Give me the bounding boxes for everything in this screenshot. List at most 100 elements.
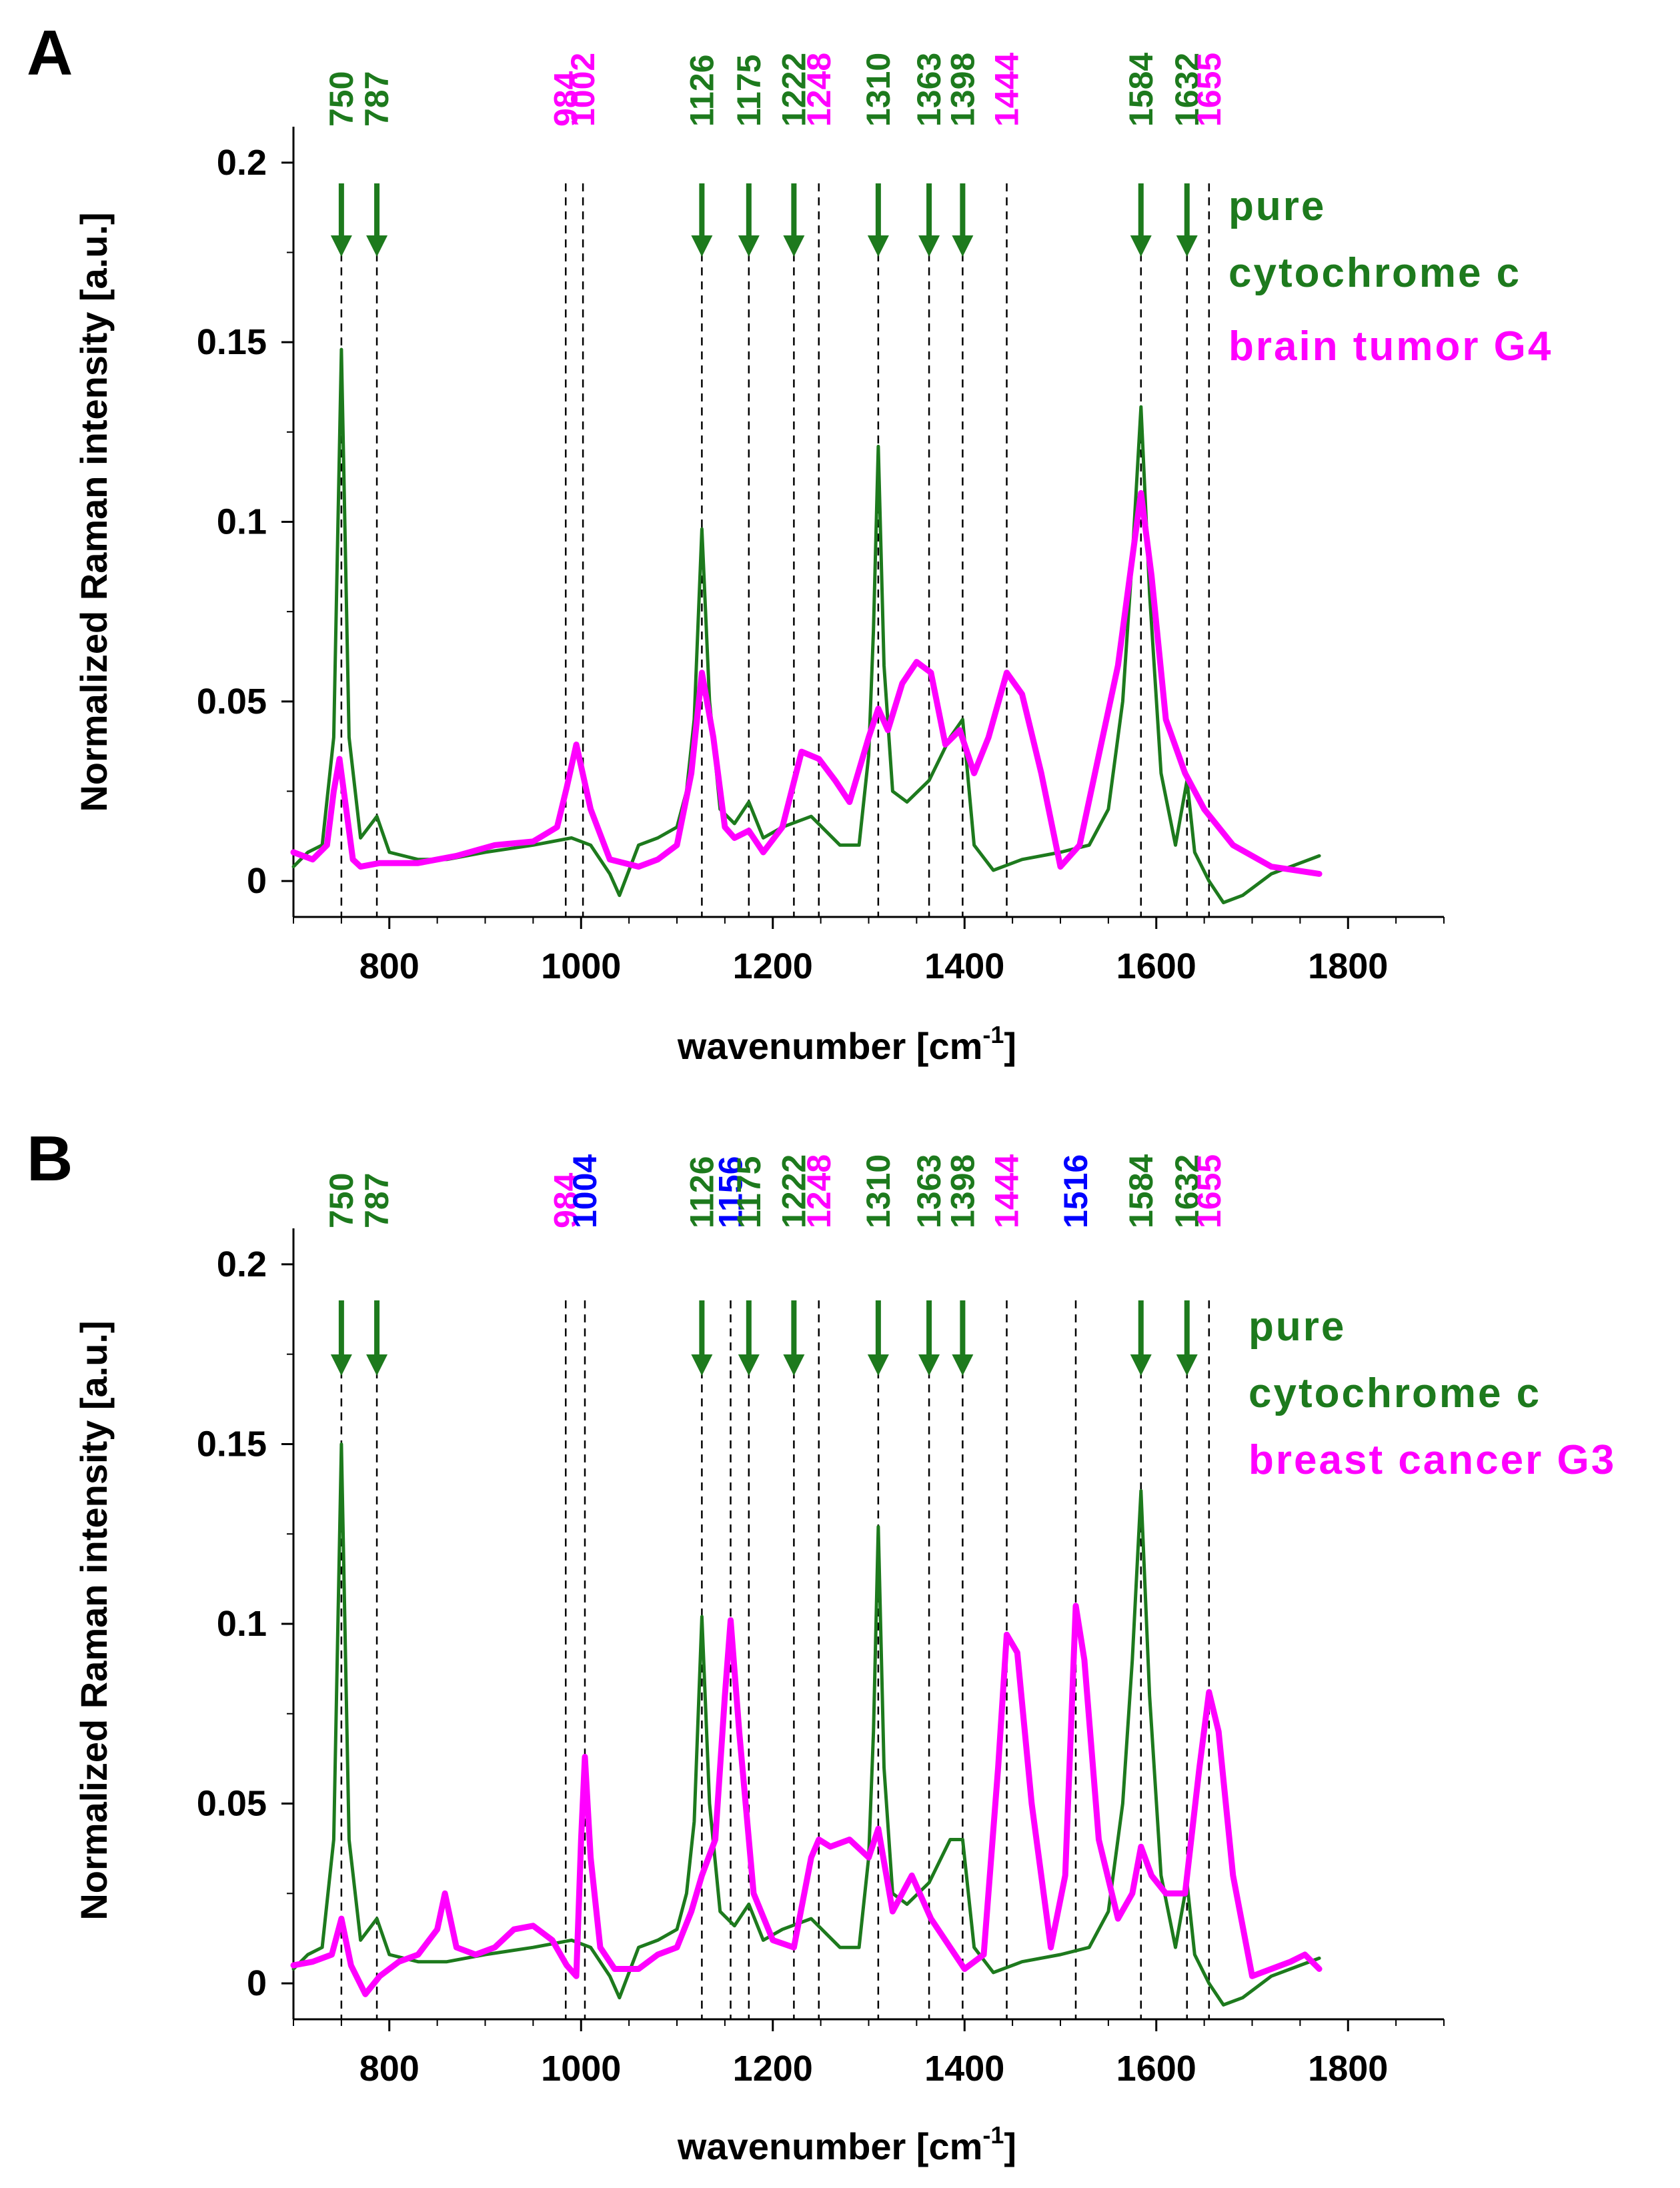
y-tick-label: 0.2 [217,143,267,183]
legend: pure cytochrome c breast cancer G3 [1248,1304,1616,1483]
peak-arrow-head [1176,1354,1198,1376]
x-tick-label: 1000 [541,946,621,986]
peak-label: 1363 [910,53,948,127]
peak-arrow-head [867,235,889,257]
peak-arrow-head [867,1354,889,1376]
peak-label: 1310 [860,53,897,127]
y-tick-label: 0.05 [197,1784,267,1824]
spectrum-tissue [290,489,1323,877]
x-axis-title-end: ] [1004,2125,1016,2167]
peak-label: 1126 [683,1156,720,1228]
peak-arrow-head [952,235,974,257]
peak-label: 1655 [1190,53,1228,127]
peak-label: 787 [358,71,395,127]
peak-label: 1444 [988,1154,1026,1228]
peak-arrow-head [366,1354,388,1376]
peak-label: 1126 [683,55,720,127]
y-tick-label: 0.1 [217,1604,267,1644]
plot-area: 0 0.05 0.1 0.15 0.2 800 1000 1200 1400 1600 1800 75… [197,53,1445,986]
peak-label: 984 [547,1172,584,1228]
peak-label: 1248 [800,1154,838,1228]
panel-letter: A [27,17,73,89]
peak-arrow-head [952,1354,974,1376]
peak-arrow-head [1176,235,1198,257]
peak-label: 1248 [800,53,838,127]
peak-arrow-head [691,1354,713,1376]
x-tick-label: 1400 [924,946,1004,986]
peak-label: 1175 [730,55,768,127]
legend-line-3: breast cancer G3 [1248,1437,1616,1483]
x-axis-title-text: wavenumber [cm [677,2125,983,2167]
peak-label: 984 [547,71,584,127]
peak-label: 1516 [1057,1154,1094,1228]
peak-arrow-head [783,1354,805,1376]
y-axis-title: Normalized Raman intensity [a.u.] [73,1320,115,1920]
legend-line-3: brain tumor G4 [1228,323,1553,369]
peak-arrow-head [783,235,805,257]
spectrum-tissue [290,1602,1323,1997]
peak-label: 1584 [1122,53,1160,127]
peak-arrow-head [738,1354,760,1376]
x-tick-label: 1200 [733,946,813,986]
peak-label: 1004 [566,1154,604,1228]
peak-label: 1398 [944,53,981,127]
x-tick-label: 800 [359,2049,419,2089]
legend-line-2: cytochrome c [1228,250,1521,296]
peak-label: 1222 [775,1154,812,1228]
spectrum-cytochrome-c [291,347,1321,904]
x-tick-label: 1800 [1308,2049,1388,2089]
x-tick-label: 1800 [1308,946,1388,986]
peak-label: 1175 [730,1156,768,1228]
x-axis-title-superscript: -1 [982,1021,1004,1048]
peak-label: 750 [323,71,360,127]
peak-label: 787 [358,1173,395,1228]
x-axis-title: wavenumber [cm-1] [677,2121,1016,2167]
x-tick-label: 1600 [1116,2049,1196,2089]
x-axis-title: wavenumber [cm-1] [677,1021,1016,1067]
peak-arrow-head [918,235,940,257]
peak-label: 1222 [775,53,812,127]
peak-arrow-head [1130,235,1152,257]
y-tick-label: 0.15 [197,1424,267,1464]
y-tick-label: 0.1 [217,502,267,542]
peak-label: 1002 [564,53,602,127]
legend: pure cytochrome c brain tumor G4 [1228,183,1553,369]
x-tick-label: 1400 [924,2049,1004,2089]
peak-label: 750 [323,1173,360,1228]
peak-arrow-head [691,235,713,257]
peak-arrow-head [738,235,760,257]
peak-label: 1632 [1168,53,1206,127]
peak-label: 1363 [910,1154,948,1228]
legend-line-1: pure [1248,1304,1346,1350]
y-tick-label: 0.15 [197,322,267,362]
y-tick-label: 0.2 [217,1244,267,1284]
y-axis-title: Normalized Raman intensity [a.u.] [73,212,115,812]
y-tick-label: 0 [247,1963,267,2003]
x-tick-label: 1600 [1116,946,1196,986]
y-tick-label: 0 [247,861,267,901]
peak-label: 1584 [1122,1154,1160,1228]
plot-area: 0 0.05 0.1 0.15 0.2 800 1000 1200 1400 1600 1800 75… [197,1154,1445,2089]
x-tick-label: 1000 [541,2049,621,2089]
panel-a: A 0 0.05 0.1 0.15 0.2 800 1000 1200 1400 1600 1800… [27,17,1553,1067]
x-tick-label: 1200 [733,2049,813,2089]
legend-line-2: cytochrome c [1248,1370,1541,1416]
peak-arrow-head [330,1354,352,1376]
peak-arrow-head [366,235,388,257]
peak-arrow-head [330,235,352,257]
peak-label: 1655 [1190,1154,1228,1228]
x-axis-title-text: wavenumber [cm [677,1025,983,1067]
peak-label: 1398 [944,1154,981,1228]
peak-arrow-head [1130,1354,1152,1376]
x-axis-title-superscript: -1 [982,2121,1004,2149]
spectrum-cytochrome-c [291,1442,1321,2007]
peak-arrow-head [918,1354,940,1376]
legend-line-1: pure [1228,183,1326,229]
peak-label: 1156 [712,1156,750,1228]
peak-label: 1310 [860,1154,897,1228]
x-axis-title-end: ] [1004,1025,1016,1067]
panel-letter: B [27,1123,73,1194]
x-tick-label: 800 [359,946,419,986]
peak-label: 1444 [988,53,1026,127]
